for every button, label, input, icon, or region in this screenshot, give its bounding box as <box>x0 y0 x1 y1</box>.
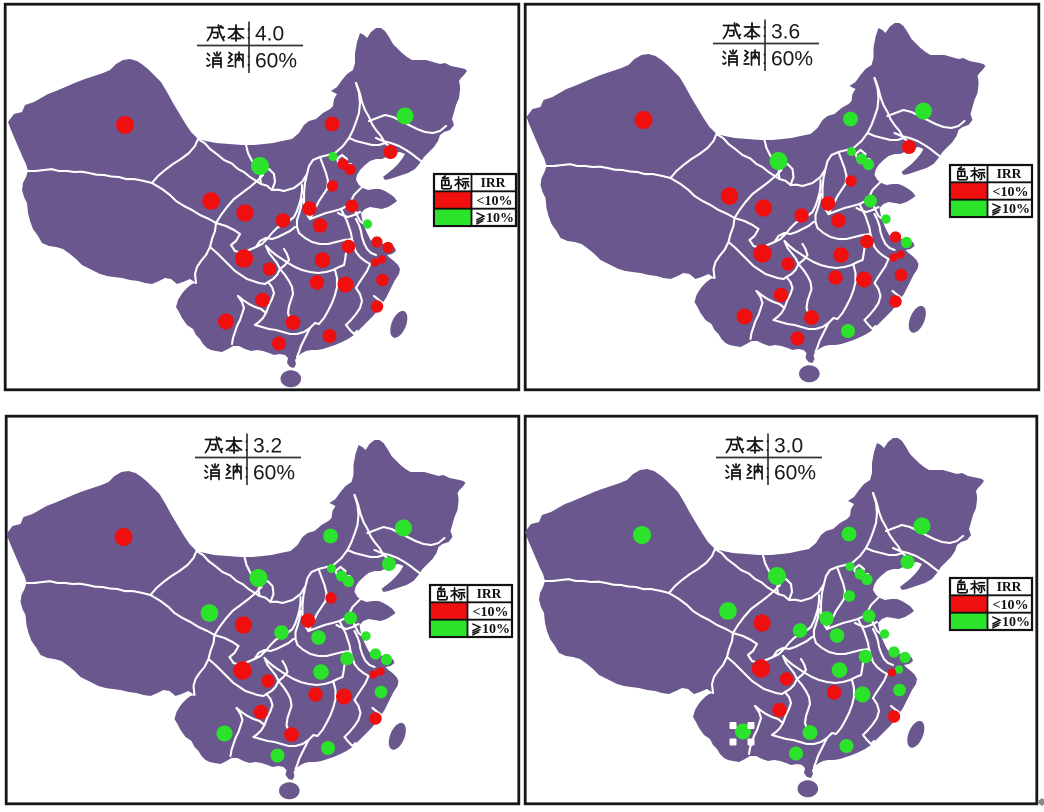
svg-text::: : <box>244 435 249 456</box>
svg-text:<10%: <10% <box>473 605 509 620</box>
svg-text:60%: 60% <box>253 462 295 485</box>
svg-text::: : <box>246 50 251 71</box>
svg-text:IRR: IRR <box>477 586 502 601</box>
svg-text:<10%: <10% <box>993 598 1029 613</box>
svg-text:IRR: IRR <box>997 166 1022 181</box>
svg-text:10%: 10% <box>1002 615 1030 630</box>
svg-text:3.0: 3.0 <box>774 435 803 458</box>
svg-text:4.0: 4.0 <box>255 23 284 46</box>
svg-text::: : <box>765 435 770 456</box>
svg-text:3.6: 3.6 <box>771 21 800 44</box>
svg-text::: : <box>762 21 767 42</box>
svg-text:10%: 10% <box>486 211 514 226</box>
svg-text:<10%: <10% <box>477 194 513 209</box>
svg-text::: : <box>765 462 770 483</box>
svg-text:10%: 10% <box>482 622 510 637</box>
svg-text::: : <box>762 48 767 69</box>
svg-text:60%: 60% <box>255 50 297 73</box>
svg-text:60%: 60% <box>774 462 816 485</box>
svg-text:IRR: IRR <box>997 579 1022 594</box>
svg-text:IRR: IRR <box>481 175 506 190</box>
svg-text:10%: 10% <box>1002 202 1030 217</box>
svg-text:<10%: <10% <box>993 185 1029 200</box>
svg-text:60%: 60% <box>771 48 813 71</box>
svg-text::: : <box>244 462 249 483</box>
svg-text:3.2: 3.2 <box>253 435 282 458</box>
svg-text::: : <box>246 23 251 44</box>
